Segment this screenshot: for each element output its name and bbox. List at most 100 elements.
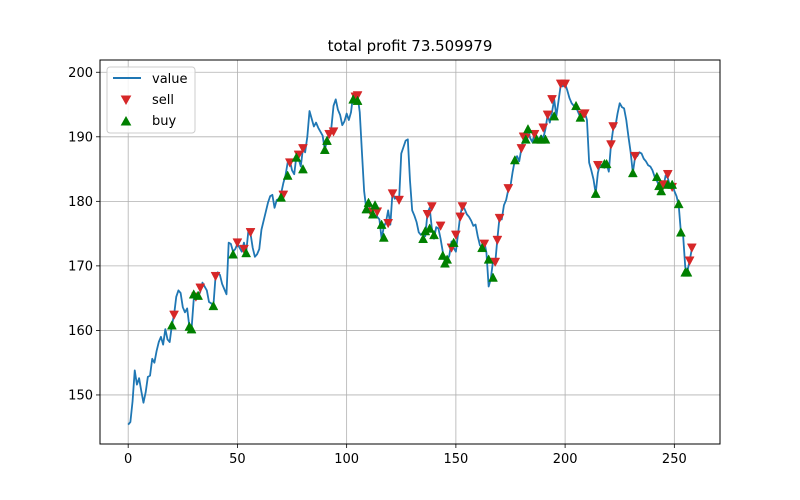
- sell-marker: [328, 127, 339, 137]
- series-line-value: [127, 82, 693, 426]
- buy-marker: [186, 324, 197, 334]
- x-tick-label: 0: [124, 452, 132, 467]
- buy-marker: [241, 247, 252, 258]
- y-tick-label: 160: [68, 324, 93, 339]
- buy-marker: [322, 135, 332, 145]
- x-tick-label: 250: [662, 452, 687, 467]
- sell-marker: [298, 144, 308, 154]
- buy-marker: [361, 204, 372, 214]
- buy-marker: [352, 95, 363, 105]
- buy-marker: [448, 237, 459, 247]
- legend-buy-label: buy: [152, 114, 176, 129]
- buy-marker: [667, 179, 678, 189]
- buy-marker: [363, 197, 374, 207]
- buy-marker: [523, 124, 533, 134]
- legend-sell-swatch: [120, 95, 132, 106]
- x-tick-label: 150: [443, 452, 468, 467]
- sell-marker: [435, 221, 446, 231]
- buy-marker: [673, 198, 684, 209]
- sell-marker: [516, 144, 527, 154]
- sell-marker: [169, 310, 179, 320]
- sell-marker: [426, 202, 437, 212]
- buy-marker: [424, 223, 435, 233]
- legend-buy-swatch: [120, 115, 132, 126]
- buy-marker: [378, 232, 389, 242]
- buy-marker: [442, 254, 453, 264]
- sell-marker: [422, 209, 433, 220]
- sell-marker: [606, 140, 616, 150]
- axes-frame: [99, 59, 721, 445]
- sell-marker: [383, 219, 394, 229]
- buy-marker: [370, 200, 380, 210]
- sell-marker: [630, 151, 640, 162]
- sell-marker: [538, 123, 549, 133]
- y-tick-label: 150: [68, 388, 93, 403]
- buy-marker: [488, 272, 498, 282]
- sell-marker: [492, 235, 503, 246]
- buy-marker: [601, 158, 612, 169]
- y-tick-label: 190: [68, 130, 93, 145]
- sell-marker: [210, 271, 221, 282]
- y-tick-label: 200: [68, 66, 93, 81]
- buy-marker: [166, 320, 177, 330]
- buy-marker: [520, 134, 531, 144]
- sell-marker: [684, 256, 695, 266]
- sell-marker: [542, 110, 553, 120]
- buy-marker: [208, 300, 219, 311]
- legend-value-label: value: [152, 72, 188, 87]
- x-axis-ticks: 0 50 100 150 200 250: [124, 444, 687, 467]
- buy-marker: [282, 170, 293, 180]
- buy-marker: [437, 250, 448, 260]
- buy-marker: [590, 188, 601, 198]
- sell-marker: [457, 202, 468, 212]
- sell-marker: [195, 283, 206, 293]
- sell-marker: [592, 160, 603, 171]
- sell-marker: [394, 195, 404, 206]
- sell-marker: [245, 228, 256, 238]
- buy-marker: [571, 100, 581, 111]
- buy-marker: [682, 267, 693, 277]
- buy-marker: [193, 290, 204, 300]
- sell-marker: [560, 79, 571, 89]
- sell-marker: [494, 213, 505, 224]
- sell-marker: [232, 238, 243, 248]
- buy-marker: [549, 111, 560, 121]
- buy-marker: [376, 219, 387, 229]
- sell-marker: [455, 212, 466, 222]
- buy-marker: [540, 134, 551, 144]
- sell-marker: [387, 189, 398, 199]
- x-tick-label: 50: [229, 452, 246, 467]
- y-axis-ticks: 150 160 170 180 190 200: [68, 66, 100, 403]
- buy-marker: [656, 185, 667, 196]
- buy-marker: [298, 164, 308, 174]
- sell-marker: [686, 243, 697, 253]
- x-tick-label: 200: [553, 452, 578, 467]
- plot-area: [127, 79, 697, 426]
- buy-marker: [477, 242, 488, 253]
- buy-marker: [291, 152, 302, 162]
- buy-marker: [627, 167, 638, 178]
- sell-marker: [490, 257, 501, 268]
- sell-marker: [608, 122, 619, 132]
- legend-box: [106, 66, 196, 134]
- chart-title: total profit 73.509979: [328, 37, 493, 55]
- buy-marker: [575, 112, 586, 122]
- buy-marker: [509, 154, 520, 165]
- y-tick-label: 170: [68, 259, 93, 274]
- buy-marker: [228, 249, 238, 259]
- x-tick-label: 100: [334, 452, 359, 467]
- buy-marker: [483, 254, 494, 264]
- sell-marker: [579, 109, 590, 119]
- y-tick-label: 180: [68, 195, 93, 210]
- buy-marker: [429, 229, 439, 240]
- buy-marker: [319, 144, 330, 154]
- sell-marker: [450, 230, 461, 240]
- grid-lines: [100, 60, 720, 444]
- buy-marker: [418, 233, 429, 244]
- sell-marker: [503, 184, 514, 194]
- buy-marker: [651, 171, 662, 182]
- sell-marker: [662, 169, 673, 180]
- buy-marker: [675, 227, 686, 237]
- buy-marker: [367, 209, 378, 219]
